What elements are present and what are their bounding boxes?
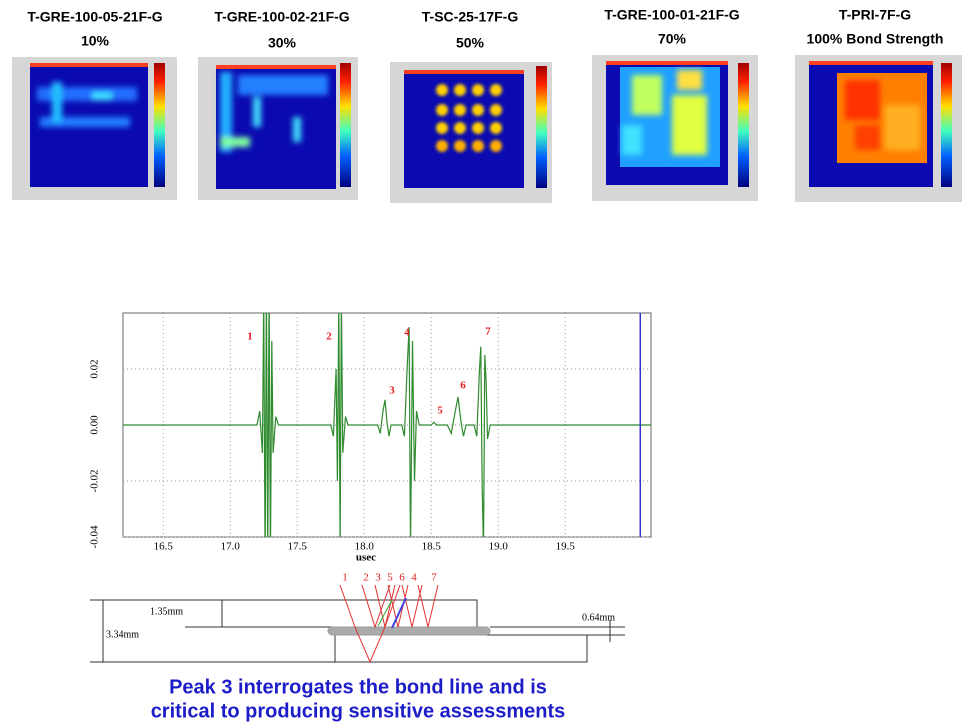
x-tick-label: 18.0 bbox=[355, 541, 375, 553]
panel-label: 10% bbox=[81, 33, 110, 49]
cscan-image bbox=[592, 55, 758, 201]
ray-label: 2 bbox=[363, 572, 369, 584]
panel-name: T-GRE-100-01-21F-G bbox=[604, 7, 739, 23]
dimension-label: 1.35mm bbox=[150, 606, 183, 617]
peak-label: 1 bbox=[247, 331, 253, 343]
y-tick-label: 0.00 bbox=[89, 415, 101, 435]
caption: critical to producing sensitive assessme… bbox=[151, 700, 566, 722]
y-tick-label: -0.04 bbox=[89, 525, 101, 548]
diagram bbox=[90, 584, 625, 664]
cscan-image bbox=[390, 62, 552, 203]
ray-label: 4 bbox=[411, 572, 417, 584]
ray-label: 1 bbox=[342, 572, 348, 584]
cscan-image bbox=[12, 57, 177, 200]
waveform-chart: -0.04 -0.02 0.00 0.02 16.5 17.0 17.5 18.0 18.5 19… bbox=[89, 313, 651, 553]
ray-label: 5 bbox=[387, 572, 393, 584]
cscan-image bbox=[795, 55, 962, 202]
panel-name: T-PRI-7F-G bbox=[839, 7, 911, 23]
caption: Peak 3 interrogates the bond line and is bbox=[169, 676, 547, 698]
panel-name: T-GRE-100-02-21F-G bbox=[214, 9, 349, 25]
ray-label: 7 bbox=[431, 572, 437, 584]
cscan-image bbox=[198, 57, 358, 200]
ray-label: 6 bbox=[399, 572, 405, 584]
peak-label: 6 bbox=[460, 380, 466, 392]
dimension-label: 0.64mm bbox=[582, 612, 615, 623]
y-tick-label: -0.02 bbox=[89, 470, 101, 493]
panel-name: T-SC-25-17F-G bbox=[422, 9, 519, 25]
peak-label: 2 bbox=[326, 331, 332, 343]
dimension-label: 3.34mm bbox=[106, 629, 139, 640]
peak-label: 5 bbox=[437, 405, 443, 417]
x-axis-label: usec bbox=[356, 552, 376, 564]
panel-name: T-GRE-100-05-21F-G bbox=[27, 9, 162, 25]
y-tick-label: 0.02 bbox=[89, 359, 101, 378]
panel-titles: T-GRE-100-05-21F-G 10% T-GRE-100-02-21F-… bbox=[27, 7, 943, 51]
x-tick-label: 19.0 bbox=[489, 541, 509, 553]
peak-label: 4 bbox=[404, 327, 410, 339]
peak-label: 3 bbox=[389, 385, 395, 397]
x-tick-label: 17.5 bbox=[288, 541, 308, 553]
bottom-plate bbox=[334, 634, 588, 663]
peak-label: 7 bbox=[485, 326, 491, 338]
bond-layer bbox=[327, 626, 491, 636]
x-tick-label: 19.5 bbox=[556, 541, 576, 553]
panel-label: 30% bbox=[268, 35, 297, 51]
ray-label: 3 bbox=[375, 572, 381, 584]
x-tick-label: 17.0 bbox=[221, 541, 241, 553]
panel-label: 100% Bond Strength bbox=[807, 31, 944, 47]
diagram-labels: 1 2 3 5 6 4 7 1.35mm 3.34mm 0.64mm bbox=[106, 572, 615, 641]
panel-label: 70% bbox=[658, 31, 687, 47]
x-tick-label: 16.5 bbox=[154, 541, 174, 553]
panel-label: 50% bbox=[456, 35, 485, 51]
waveform bbox=[123, 313, 651, 537]
x-tick-label: 18.5 bbox=[422, 541, 442, 553]
top-plate bbox=[221, 599, 478, 628]
